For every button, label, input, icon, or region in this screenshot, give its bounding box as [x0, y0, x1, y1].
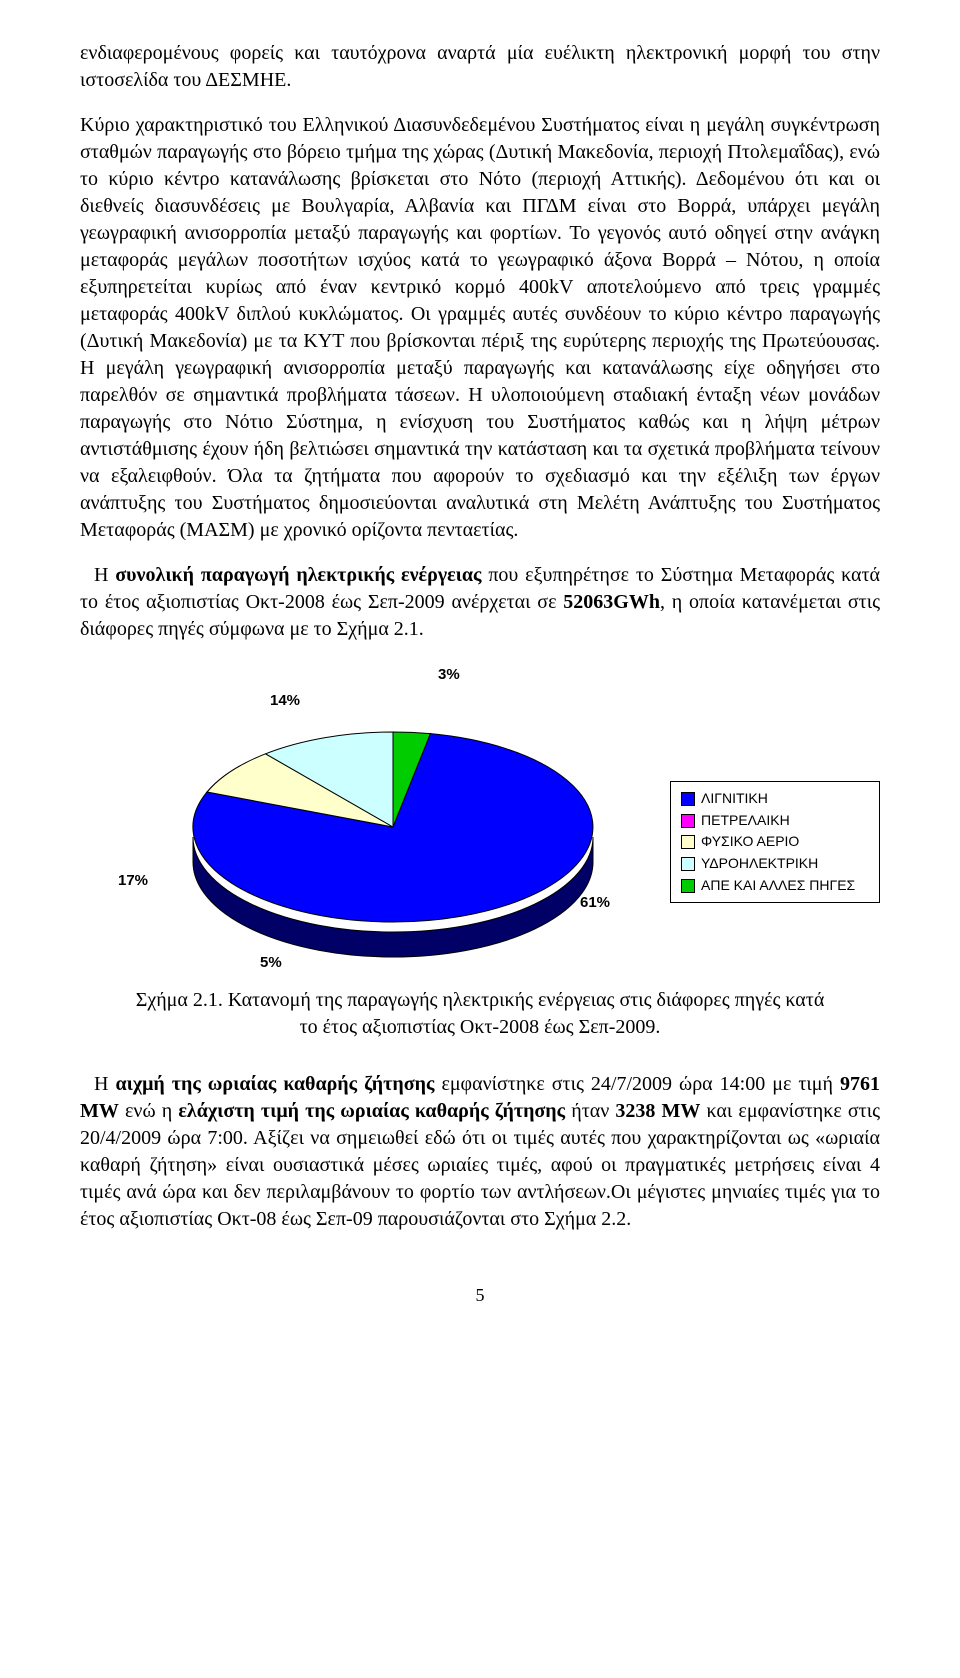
legend-row-2: ΦΥΣΙΚΟ ΑΕΡΙΟ — [681, 831, 869, 853]
paragraph-main: Κύριο χαρακτηριστικό του Ελληνικού Διασυ… — [80, 112, 880, 544]
slice-label-17pct: 17% — [118, 871, 148, 891]
legend-label-1: ΠΕΤΡΕΛΑΙΚΗ — [701, 810, 790, 832]
legend-label-3: ΥΔΡΟΗΛΕΚΤΡΙΚΗ — [701, 853, 818, 875]
p4-pre: Η — [94, 1073, 115, 1095]
legend-row-3: ΥΔΡΟΗΛΕΚΤΡΙΚΗ — [681, 853, 869, 875]
paragraph-production: Η συνολική παραγωγή ηλεκτρικής ενέργειας… — [80, 562, 880, 643]
p4-m3: ήταν — [565, 1100, 615, 1122]
caption-line1: Σχήμα 2.1. Κατανομή της παραγωγής ηλεκτρ… — [136, 989, 825, 1011]
p3-bold1: συνολική παραγωγή ηλεκτρικής ενέργειας — [115, 564, 481, 586]
paragraph-intro: ενδιαφερομένους φορείς και ταυτόχρονα αν… — [80, 40, 880, 94]
p4-m1: εμφανίστηκε στις 24/7/2009 ώρα 14:00 με … — [434, 1073, 840, 1095]
legend-swatch-4 — [681, 879, 695, 893]
legend-label-0: ΛΙΓΝΙΤΙΚΗ — [701, 788, 768, 810]
page-number: 5 — [80, 1283, 880, 1307]
p4-b3: ελάχιστη τιμή της ωριαίας καθαρής ζήτηση… — [178, 1100, 565, 1122]
legend-swatch-1 — [681, 814, 695, 828]
p4-m2: ενώ η — [119, 1100, 178, 1122]
p4-b1: αιχμή της ωριαίας καθαρής ζήτησης — [115, 1073, 434, 1095]
figure-caption: Σχήμα 2.1. Κατανομή της παραγωγής ηλεκτρ… — [80, 987, 880, 1041]
legend-label-4: ΑΠΕ ΚΑΙ ΑΛΛΕΣ ΠΗΓΕΣ — [701, 875, 855, 897]
legend-label-2: ΦΥΣΙΚΟ ΑΕΡΙΟ — [701, 831, 799, 853]
caption-line2: το έτος αξιοπιστίας Οκτ-2008 έως Σεπ-200… — [300, 1016, 661, 1038]
p3-pre: Η — [94, 564, 115, 586]
p4-b4: 3238 MW — [615, 1100, 700, 1122]
legend-swatch-3 — [681, 857, 695, 871]
pie-chart — [158, 677, 628, 977]
legend-row-4: ΑΠΕ ΚΑΙ ΑΛΛΕΣ ΠΗΓΕΣ — [681, 875, 869, 897]
paragraph-demand: Η αιχμή της ωριαίας καθαρής ζήτησης εμφα… — [80, 1071, 880, 1233]
p3-bold2: 52063GWh — [563, 591, 660, 613]
legend-swatch-0 — [681, 792, 695, 806]
pie-legend: ΛΙΓΝΙΤΙΚΗ ΠΕΤΡΕΛΑΙΚΗ ΦΥΣΙΚΟ ΑΕΡΙΟ ΥΔΡΟΗΛ… — [670, 781, 880, 903]
pie-chart-container: 3% 14% 17% 5% 61% ΛΙΓΝΙΤΙΚΗ — [80, 661, 880, 981]
legend-swatch-2 — [681, 835, 695, 849]
legend-row-0: ΛΙΓΝΙΤΙΚΗ — [681, 788, 869, 810]
legend-row-1: ΠΕΤΡΕΛΑΙΚΗ — [681, 810, 869, 832]
